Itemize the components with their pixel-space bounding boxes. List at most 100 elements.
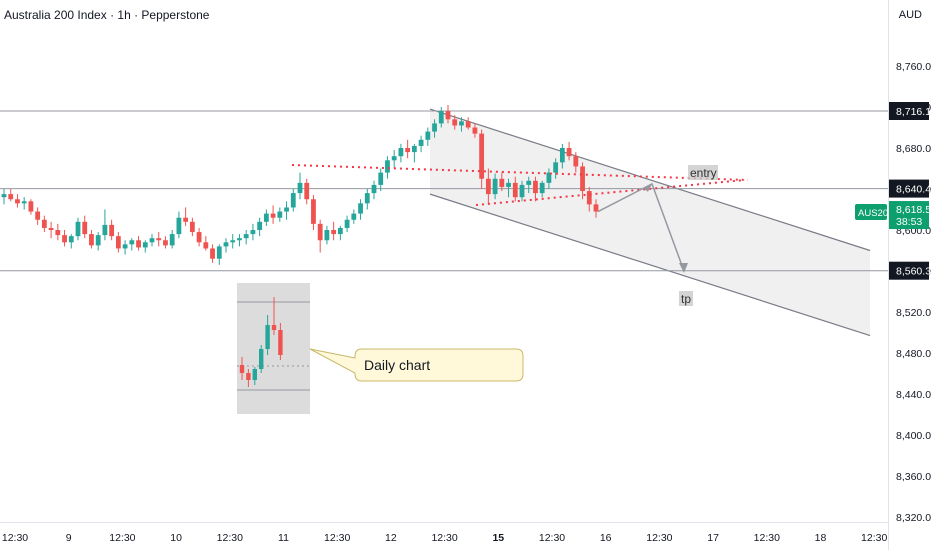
time-axis-border: [0, 522, 888, 523]
candle-body: [317, 223, 323, 241]
candle-body: [115, 236, 121, 249]
candle-body: [122, 244, 128, 249]
candle: [445, 104, 451, 124]
candle: [331, 221, 337, 241]
candle: [75, 217, 81, 241]
symbol-label: AUS200: [858, 208, 893, 219]
candle-body: [223, 242, 229, 247]
candle: [82, 215, 88, 239]
level-price-label: 8,640.4: [896, 184, 931, 196]
candle-body: [156, 238, 162, 241]
candle: [28, 199, 34, 215]
descending-channel: [429, 108, 871, 337]
candle-body: [183, 217, 189, 222]
candle-body: [297, 182, 303, 194]
price-tick-label: 8,520.0: [896, 307, 931, 319]
candle-body: [405, 148, 411, 153]
candle-body: [270, 213, 276, 218]
inset-candle: [271, 297, 277, 335]
inset-candle-body: [271, 325, 277, 330]
candle: [492, 173, 498, 200]
price-axis-border: [888, 0, 889, 550]
inset-candle-body: [278, 330, 283, 355]
candle-body: [485, 178, 491, 195]
candle-body: [75, 221, 81, 237]
candle-body: [492, 178, 498, 195]
candle-body: [149, 238, 155, 243]
candle-body: [1, 194, 7, 198]
candle-body: [499, 178, 505, 187]
candle: [284, 201, 289, 220]
time-axis: 12:30 9 12:30 10 12:30 11 12:30 12 12:30 15 12:30 1…: [2, 532, 888, 544]
candle: [277, 207, 283, 222]
inset-candle-body: [252, 369, 257, 380]
time-tick-label: 12: [385, 532, 397, 544]
candle: [425, 127, 431, 146]
candle: [41, 215, 47, 233]
candle: [55, 223, 61, 241]
inset-candle-body: [265, 325, 270, 349]
currency-label[interactable]: AUD: [898, 9, 922, 21]
candle: [499, 172, 505, 192]
candle: [432, 119, 437, 138]
countdown-label: 38:53: [896, 216, 922, 228]
candle-body: [189, 221, 195, 233]
candle-body: [216, 246, 222, 259]
candle-body: [95, 235, 101, 246]
candle-body: [257, 221, 263, 230]
candle: [324, 225, 330, 245]
candle-body: [82, 221, 88, 235]
candle-body: [351, 213, 357, 220]
candle-body: [21, 201, 27, 204]
candle: [270, 205, 276, 224]
candle-body: [324, 230, 330, 241]
time-tick-label: 15: [492, 532, 504, 544]
candle: [89, 230, 94, 249]
time-tick-label: 12:30: [217, 532, 243, 544]
projection-path: entry tp: [597, 165, 718, 306]
candle-body: [445, 111, 451, 120]
candle-body: [546, 172, 552, 183]
candle-body: [230, 240, 236, 243]
current-price-label: 8,618.5: [896, 204, 931, 216]
candle: [142, 240, 148, 253]
candle-body: [378, 172, 384, 185]
price-tick-label: 8,480.0: [896, 348, 931, 360]
price-tick-label: 8,440.0: [896, 389, 931, 401]
candle: [163, 236, 168, 249]
candle: [506, 178, 511, 198]
candle-body: [586, 191, 592, 205]
candle: [297, 172, 303, 200]
candle: [1, 189, 7, 205]
time-tick-label: 12:30: [754, 532, 780, 544]
candle: [533, 176, 538, 202]
candle: [216, 244, 222, 265]
time-tick-label: 12:30: [539, 532, 565, 544]
candle-body: [311, 199, 316, 224]
inset-candle: [246, 369, 251, 387]
candle-body: [169, 234, 175, 246]
candle-body: [89, 234, 94, 246]
inset-candle-body: [239, 365, 245, 373]
candle-body: [526, 180, 532, 185]
candle-body: [465, 121, 471, 128]
candle: [344, 215, 350, 233]
time-tick-label: 12:30: [861, 532, 887, 544]
time-tick-label: 11: [278, 532, 289, 544]
candle: [418, 135, 424, 153]
callout-box[interactable]: [309, 348, 524, 382]
candle-body: [331, 230, 337, 235]
candle-body: [136, 240, 141, 248]
candle: [35, 207, 41, 225]
tp-label-bg: [679, 291, 693, 306]
candle: [136, 236, 141, 251]
candle-body: [371, 184, 377, 194]
candle-body: [519, 184, 525, 198]
candle: [573, 152, 579, 173]
candle: [68, 234, 74, 249]
candle-body: [290, 193, 296, 208]
candle-body: [553, 162, 559, 173]
candle: [411, 143, 417, 163]
candle: [391, 150, 397, 169]
